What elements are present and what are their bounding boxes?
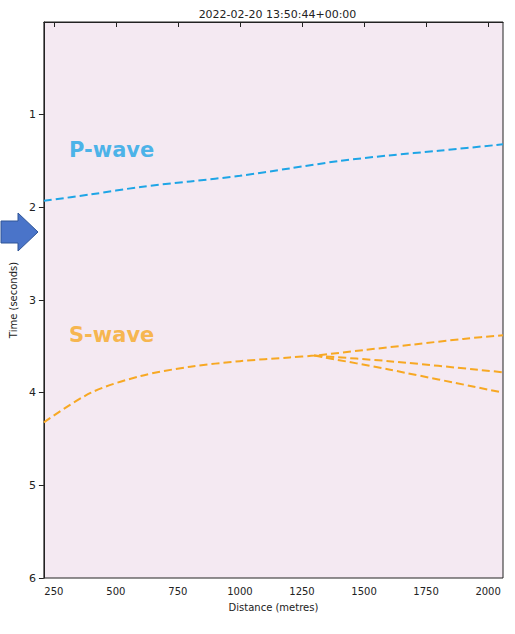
svg-text:4: 4 bbox=[29, 386, 36, 399]
svg-text:S-wave: S-wave bbox=[69, 323, 154, 347]
svg-text:500: 500 bbox=[106, 586, 125, 597]
svg-text:P-wave: P-wave bbox=[69, 138, 154, 162]
svg-text:1: 1 bbox=[29, 108, 36, 121]
svg-text:5: 5 bbox=[29, 479, 36, 492]
svg-text:1500: 1500 bbox=[351, 586, 376, 597]
svg-text:2: 2 bbox=[29, 201, 36, 214]
svg-text:750: 750 bbox=[168, 586, 187, 597]
svg-text:1750: 1750 bbox=[413, 586, 438, 597]
svg-text:Distance (metres): Distance (metres) bbox=[229, 602, 319, 613]
svg-text:Time (seconds): Time (seconds) bbox=[8, 262, 19, 339]
svg-text:2022-02-20 13:50:44+00:00: 2022-02-20 13:50:44+00:00 bbox=[199, 8, 357, 21]
svg-text:1000: 1000 bbox=[227, 586, 252, 597]
svg-text:2000: 2000 bbox=[475, 586, 500, 597]
svg-text:3: 3 bbox=[29, 294, 36, 307]
svg-text:1250: 1250 bbox=[289, 586, 314, 597]
svg-text:250: 250 bbox=[44, 586, 63, 597]
svg-text:6: 6 bbox=[29, 572, 36, 585]
